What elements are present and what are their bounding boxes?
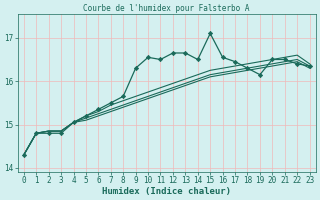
X-axis label: Humidex (Indice chaleur): Humidex (Indice chaleur) [102, 187, 231, 196]
Title: Courbe de l'humidex pour Falsterbo A: Courbe de l'humidex pour Falsterbo A [84, 4, 250, 13]
